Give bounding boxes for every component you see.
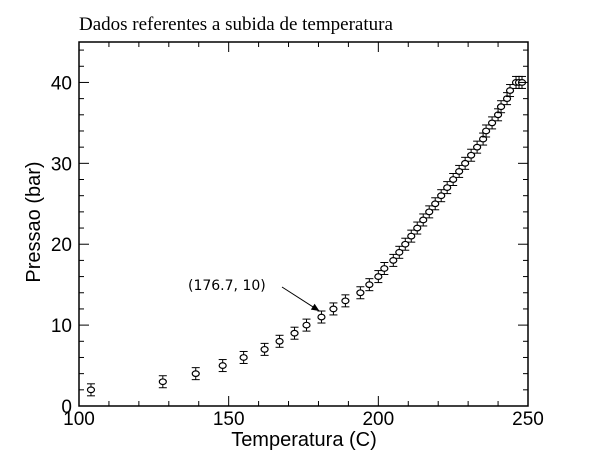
point-marker	[218, 362, 227, 369]
point-marker	[481, 127, 491, 135]
point-marker	[505, 87, 515, 94]
axis-ticks: 100 150 200 250 0 10 20 30 40	[51, 42, 544, 430]
point-marker	[86, 386, 96, 394]
annotation: (176.7, 10)	[188, 278, 320, 312]
point-marker	[437, 192, 446, 200]
point-marker	[487, 119, 497, 127]
data-point	[356, 286, 365, 300]
point-marker	[401, 240, 410, 248]
point-marker	[374, 273, 383, 280]
point-marker	[380, 265, 389, 272]
point-marker	[395, 248, 404, 256]
y-tick-label: 30	[51, 154, 72, 175]
point-marker	[302, 321, 311, 329]
data-point	[380, 261, 389, 275]
data-point	[218, 359, 227, 373]
data-point	[290, 326, 299, 340]
data-point	[86, 383, 96, 397]
point-marker	[341, 297, 350, 305]
data-point	[329, 302, 338, 316]
point-marker	[365, 281, 374, 289]
y-tick-label: 0	[61, 397, 72, 418]
y-tick-label: 10	[51, 316, 72, 337]
data-point	[317, 310, 326, 324]
data-point	[389, 253, 398, 267]
point-marker	[473, 143, 482, 151]
data-point	[425, 205, 434, 219]
point-marker	[461, 159, 470, 167]
y-tick-label: 20	[51, 235, 72, 256]
data-point	[431, 197, 440, 211]
point-marker	[407, 232, 416, 240]
data-point	[395, 245, 404, 259]
point-marker	[496, 103, 506, 111]
data-point	[505, 84, 515, 98]
chart-title: Dados referentes a subida de temperatura	[79, 14, 393, 35]
data-point	[487, 116, 497, 130]
point-marker	[413, 224, 422, 232]
point-marker	[425, 208, 434, 216]
point-marker	[356, 289, 365, 297]
data-point	[437, 189, 446, 203]
point-marker	[419, 216, 428, 224]
data-point	[260, 342, 269, 356]
data-point	[443, 181, 452, 195]
data-point	[455, 164, 464, 178]
point-marker	[158, 378, 167, 386]
data-point	[191, 367, 200, 381]
point-marker	[317, 313, 326, 321]
data-point	[473, 140, 482, 154]
point-marker	[329, 305, 338, 313]
data-point	[275, 334, 284, 348]
data-point	[365, 278, 374, 292]
y-tick-label: 40	[51, 73, 72, 94]
data-point	[302, 318, 311, 332]
x-tick-label: 250	[512, 409, 544, 430]
annotation-arrowhead	[310, 303, 320, 312]
point-marker	[290, 329, 299, 337]
point-marker	[275, 337, 284, 345]
data-point	[239, 350, 248, 364]
data-point	[413, 221, 422, 235]
data-point	[407, 229, 416, 243]
x-tick-label: 150	[213, 409, 245, 430]
point-marker	[239, 354, 248, 361]
data-point	[419, 213, 428, 227]
y-axis-label: Pressao (bar)	[23, 161, 45, 282]
point-marker	[431, 200, 440, 208]
annotation-label: (176.7, 10)	[188, 278, 266, 294]
x-tick-label: 200	[362, 409, 394, 430]
data-point	[467, 148, 476, 162]
point-marker	[389, 257, 398, 264]
point-marker	[191, 370, 200, 378]
x-axis-label: Temperatura (C)	[231, 429, 377, 451]
point-marker	[449, 176, 458, 183]
data-points	[86, 75, 527, 397]
point-marker	[502, 95, 512, 103]
data-point	[374, 270, 383, 284]
x-tick-label: 100	[63, 409, 95, 430]
data-point	[158, 375, 167, 389]
point-marker	[443, 184, 452, 192]
data-point	[341, 294, 350, 308]
point-marker	[479, 135, 488, 143]
plot-frame	[78, 41, 529, 407]
data-point	[449, 173, 458, 187]
data-point	[461, 156, 470, 170]
data-point	[496, 100, 506, 114]
point-marker	[467, 151, 476, 159]
point-marker	[260, 345, 269, 353]
point-marker	[493, 111, 503, 119]
data-point	[481, 124, 491, 138]
point-marker	[455, 168, 464, 175]
data-point	[401, 237, 410, 251]
